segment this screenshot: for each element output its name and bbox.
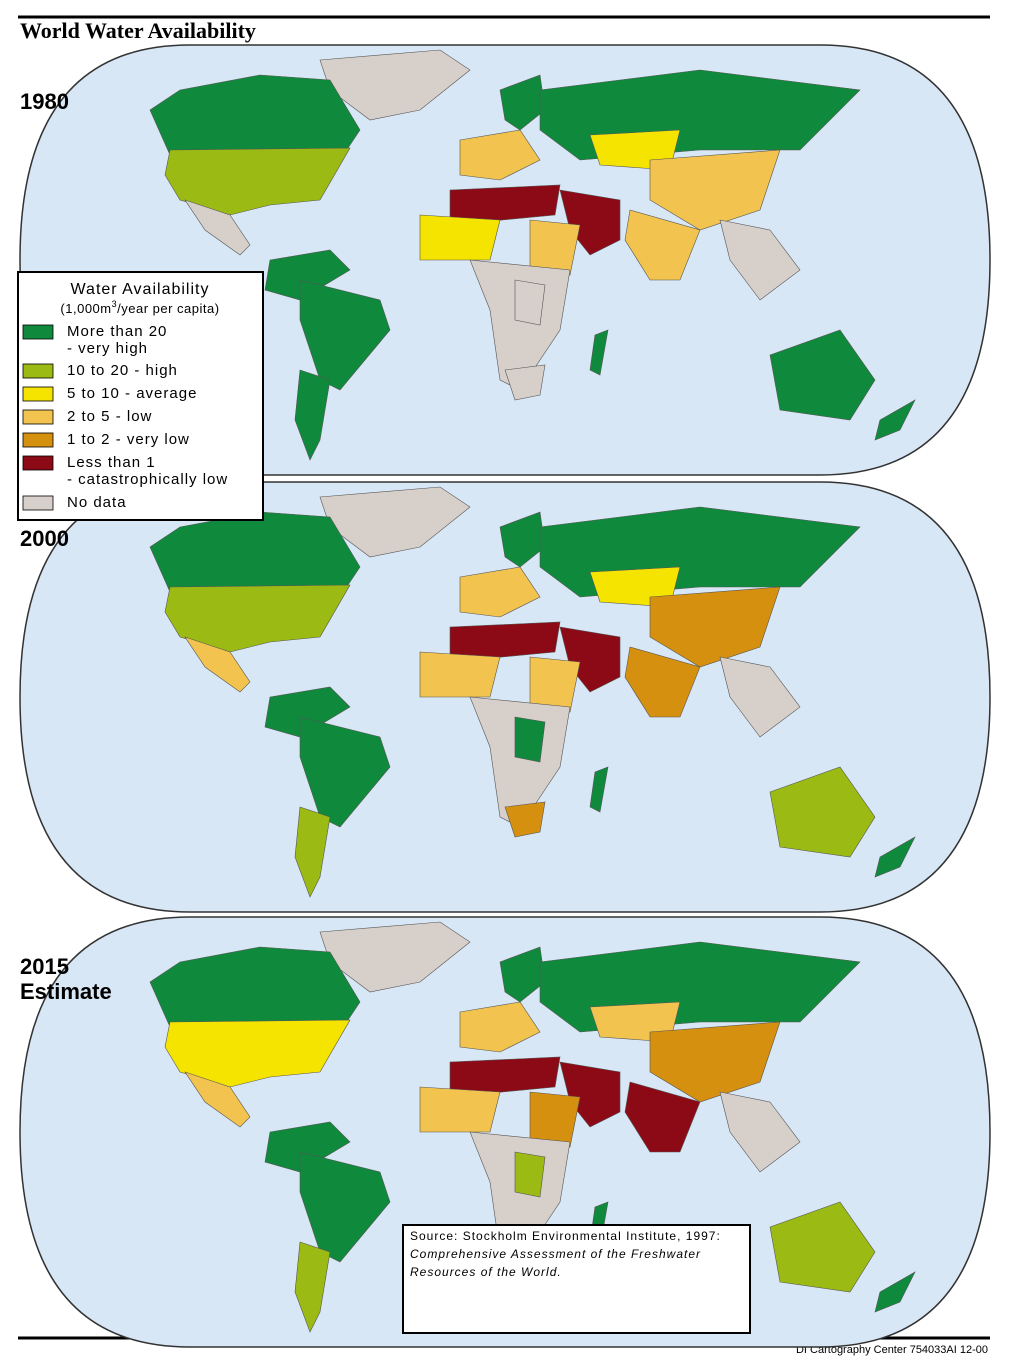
country-region [649,586,781,668]
country-region [499,74,546,131]
country-region [769,766,876,858]
country-region [294,806,331,898]
map-label: 2000 [20,526,69,551]
legend-swatch [22,432,54,448]
country-region [514,279,546,326]
legend-swatch [22,363,54,379]
country-region [624,646,701,718]
legend-swatch [22,495,54,511]
country-region [184,199,251,256]
country-region [294,1241,331,1333]
country-region [459,129,541,181]
legend-label: 10 to 20 - high [67,362,178,379]
source-line: Comprehensive Assessment of the Freshwat… [410,1247,701,1261]
world-map [19,481,991,913]
legend-label: 5 to 10 - average [67,385,197,402]
country-region [874,1271,916,1313]
country-region [299,279,391,391]
country-region [559,1061,621,1128]
country-region [514,716,546,763]
legend-swatch [22,324,54,340]
country-region [529,656,581,713]
legend-unit-part: 3 [112,299,118,309]
country-region [589,329,609,376]
legend-swatch [22,386,54,402]
country-region [264,1121,351,1173]
country-region [719,656,801,738]
country-region [499,946,546,1003]
country-region [559,189,621,256]
legend-label: - very high [67,340,148,357]
country-region [769,1201,876,1293]
source-box [402,1224,751,1334]
legend-swatch [22,455,54,471]
legend-label: No data [67,494,127,511]
map-label: Estimate [20,979,112,1004]
country-region [449,1056,561,1098]
country-region [294,369,331,461]
country-region [624,1081,701,1153]
title: World Water Availability [20,18,256,43]
country-region [419,1086,501,1133]
country-region [719,1091,801,1173]
country-region [184,1071,251,1128]
legend-box [17,271,264,521]
credit: DI Cartography Center 754033AI 12-00 [796,1344,988,1356]
country-region [589,766,609,813]
country-region [459,1001,541,1053]
legend-unit-part: /year per capita) [117,301,219,316]
country-region [419,214,501,261]
map-label: 1980 [20,89,69,114]
source-line: Source: Stockholm Environmental Institut… [410,1229,721,1243]
country-region [164,147,351,216]
country-region [769,329,876,421]
legend-title: Water Availability [71,281,210,298]
country-region [149,511,361,598]
country-region [299,716,391,828]
country-region [299,1151,391,1263]
country-region [504,801,546,838]
country-region [719,219,801,301]
legend-unit-part: (1,000m [60,301,111,316]
legend-unit: (1,000m3/year per capita) [60,299,219,316]
country-region [264,249,351,301]
legend: Water Availability(1,000m3/year per capi… [17,271,264,521]
country-region [419,651,501,698]
map-label: 2015 [20,954,69,979]
country-region [184,636,251,693]
country-region [164,1019,351,1088]
country-region [874,836,916,878]
legend-label: 1 to 2 - very low [67,431,190,448]
country-region [649,149,781,231]
legend-swatch [22,409,54,425]
country-region [559,626,621,693]
country-region [529,219,581,276]
country-region [649,1021,781,1103]
country-region [874,399,916,441]
country-region [149,946,361,1033]
country-region [514,1151,546,1198]
country-region [149,74,361,161]
legend-label: More than 20 [67,323,167,340]
legend-label: - catastrophically low [67,471,228,488]
country-region [449,184,561,226]
source-line: Resources of the World. [410,1265,562,1279]
source-note: Source: Stockholm Environmental Institut… [402,1224,751,1334]
country-region [499,511,546,568]
country-region [624,209,701,281]
country-region [459,566,541,618]
legend-label: 2 to 5 - low [67,408,152,425]
country-region [504,364,546,401]
legend-label: Less than 1 [67,454,156,471]
country-region [449,621,561,663]
country-region [529,1091,581,1148]
country-region [264,686,351,738]
country-region [164,584,351,653]
